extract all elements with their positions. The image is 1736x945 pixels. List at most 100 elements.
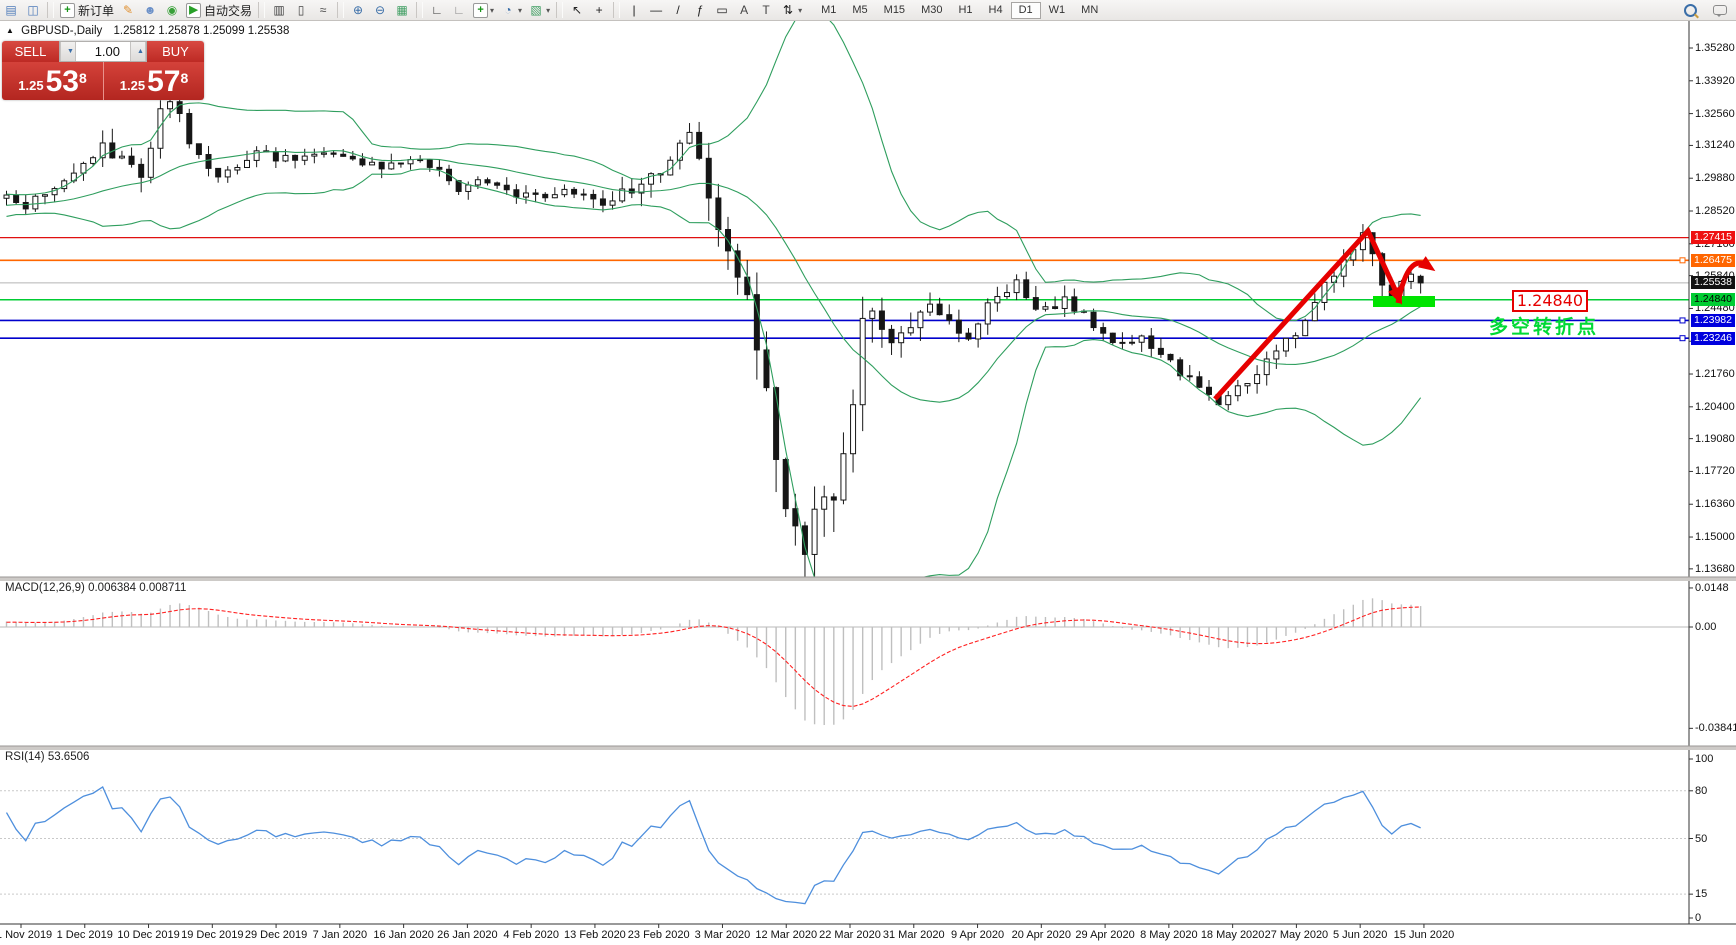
timeframe-m5[interactable]: M5 — [844, 2, 875, 19]
text-icon[interactable]: A — [733, 1, 755, 19]
navigator-icon[interactable]: ◫ — [22, 1, 44, 19]
arrows-icon[interactable]: ⇅ ▾ — [777, 1, 805, 19]
dropdown-caret-icon[interactable]: ▾ — [798, 5, 803, 15]
buy-price-button[interactable]: 1.25 57 8 — [103, 62, 204, 100]
fibonacci-icon[interactable]: ƒ — [689, 1, 711, 19]
horizontal-line-icon-glyph: — — [650, 3, 663, 17]
price-annotation-box[interactable]: 1.24840 — [1512, 290, 1588, 312]
zoom-in-icon[interactable]: ⊕ — [347, 1, 369, 19]
macd-signal-line — [6, 606, 1421, 708]
search-icon[interactable] — [1681, 1, 1700, 19]
zoom-out-icon-glyph: ⊖ — [375, 3, 386, 17]
chat-bubble-glyph — [1713, 5, 1727, 17]
line-handle[interactable] — [1679, 317, 1686, 324]
toolbar-separator — [258, 2, 266, 18]
arrows-icon-glyph: ⇅ — [783, 3, 794, 17]
cursor-icon[interactable]: ↖ — [566, 1, 588, 19]
templates-icon-glyph: ▧ — [530, 3, 542, 17]
buy-price-pipette: 8 — [180, 70, 189, 86]
market-watch-icon[interactable]: ▤ — [0, 1, 22, 19]
autotrading-icon-glyph: ▶ — [186, 2, 202, 18]
buy-price-prefix: 1.25 — [119, 78, 146, 93]
period-clock-icon[interactable]: ◔ ▾ — [497, 1, 525, 19]
collapse-arrow-icon[interactable]: ▲ — [6, 26, 14, 35]
indicator-window-icon-glyph: ∟ — [453, 3, 465, 17]
signals-icon[interactable]: ◉ — [161, 1, 183, 19]
templates-icon[interactable]: ▧ ▾ — [525, 1, 553, 19]
dropdown-caret-icon[interactable]: ▾ — [490, 5, 495, 15]
market-watch-icon-glyph: ▤ — [5, 3, 17, 17]
dropdown-caret-icon[interactable]: ▾ — [546, 5, 551, 15]
timeframe-mn[interactable]: MN — [1073, 2, 1106, 19]
rsi-line — [5, 786, 1421, 905]
new-order-icon-glyph: + — [60, 2, 75, 18]
pane-separator[interactable] — [0, 577, 1736, 581]
experts-icon[interactable]: ☻ — [139, 1, 161, 19]
period-clock-icon-glyph: ◔ — [504, 3, 512, 17]
red-trendline[interactable] — [1213, 226, 1401, 401]
text-label-icon[interactable]: T — [755, 1, 777, 19]
timeframe-m15[interactable]: M15 — [876, 2, 913, 19]
volume-decrease-button[interactable]: ▼ — [60, 42, 76, 61]
vertical-line-icon[interactable]: | — [623, 1, 645, 19]
line-handle[interactable] — [1679, 257, 1686, 264]
trendline-icon[interactable]: / — [667, 1, 689, 19]
green-highlight-rect[interactable] — [1373, 296, 1435, 307]
volume-control: ▼ 1.00 ▲ — [59, 41, 147, 62]
autotrading-icon[interactable]: ▶ 自动交易 — [183, 1, 255, 19]
toolbar: ▤ ◫ + 新订单 ✎ ☻ ◉ ▶ 自动交易 ▥ ▯ ≈ ⊕ ⊖ ▦ ∟ ∟ + ▾ ◔ ▾ ▧ ▾ ↖ + | — / ƒ ▭ A T ⇅ ▾ … — [0, 0, 1736, 21]
sell-price-big: 53 — [45, 65, 79, 98]
indicators-icon[interactable]: ∟ — [426, 1, 448, 19]
timeframe-m30[interactable]: M30 — [913, 2, 950, 19]
toolbar-left-group: ▤ ◫ + 新订单 ✎ ☻ ◉ ▶ 自动交易 ▥ ▯ ≈ ⊕ ⊖ ▦ ∟ ∟ + ▾ ◔ ▾ ▧ ▾ ↖ + | — / ƒ ▭ A T ⇅ ▾ — [0, 0, 805, 20]
dropdown-caret-icon[interactable]: ▾ — [518, 5, 523, 15]
navigator-icon-glyph: ◫ — [27, 3, 39, 17]
bollinger-lower-band — [6, 168, 1422, 577]
new-order-icon[interactable]: + 新订单 — [57, 1, 117, 19]
crayon-icon-glyph: ✎ — [122, 3, 134, 17]
dotted-grid-icon[interactable]: ▭ — [711, 1, 733, 19]
pane-separator[interactable] — [0, 746, 1736, 750]
ohlc-values: 1.25812 1.25878 1.25099 1.25538 — [113, 25, 290, 37]
timeframe-h1[interactable]: H1 — [950, 2, 980, 19]
sell-button[interactable]: SELL — [2, 41, 59, 62]
buy-price-big: 57 — [147, 65, 181, 98]
timeframe-m1[interactable]: M1 — [813, 2, 844, 19]
add-indicator-icon[interactable]: + ▾ — [470, 1, 497, 19]
experts-icon-glyph: ☻ — [143, 3, 157, 17]
indicator-window-icon[interactable]: ∟ — [448, 1, 470, 19]
sell-price-pipette: 8 — [78, 70, 87, 86]
volume-increase-button[interactable]: ▲ — [130, 42, 146, 61]
line-handle[interactable] — [1679, 335, 1686, 342]
text-label-icon-glyph: T — [762, 3, 770, 17]
red-arrowhead — [1417, 256, 1436, 272]
crayon-icon[interactable]: ✎ — [117, 1, 139, 19]
line-chart-icon[interactable]: ≈ — [312, 1, 334, 19]
toolbar-separator — [47, 2, 54, 18]
timeframe-h4[interactable]: H4 — [981, 2, 1011, 19]
trade-panel-price-row: 1.25 53 8 1.25 57 8 — [2, 62, 204, 100]
autotrading-icon-label: 自动交易 — [204, 3, 253, 18]
candlestick-chart-icon[interactable]: ▯ — [290, 1, 312, 19]
crosshair-icon[interactable]: + — [588, 1, 610, 19]
bar-chart-icon[interactable]: ▥ — [268, 1, 290, 19]
tile-windows-icon-glyph: ▦ — [396, 3, 408, 17]
sell-price-button[interactable]: 1.25 53 8 — [2, 62, 103, 100]
horizontal-line-icon[interactable]: — — [645, 1, 667, 19]
buy-button[interactable]: BUY — [147, 41, 204, 62]
magnifier-glyph — [1684, 3, 1697, 17]
tile-windows-icon[interactable]: ▦ — [391, 1, 413, 19]
volume-input[interactable]: 1.00 — [76, 42, 130, 61]
crosshair-icon-glyph: + — [595, 3, 603, 17]
chat-icon[interactable] — [1710, 1, 1730, 19]
timeframe-d1[interactable]: D1 — [1010, 1, 1041, 19]
zoom-out-icon[interactable]: ⊖ — [369, 1, 391, 19]
add-indicator-icon-glyph: + — [473, 2, 489, 18]
bar-chart-icon-glyph: ▥ — [273, 3, 285, 17]
timeframe-w1[interactable]: W1 — [1041, 2, 1074, 19]
toolbar-right-group — [1681, 0, 1730, 20]
toolbar-separator — [416, 2, 424, 18]
macd-indicator-label: MACD(12,26,9) 0.006384 0.008711 — [5, 582, 187, 594]
